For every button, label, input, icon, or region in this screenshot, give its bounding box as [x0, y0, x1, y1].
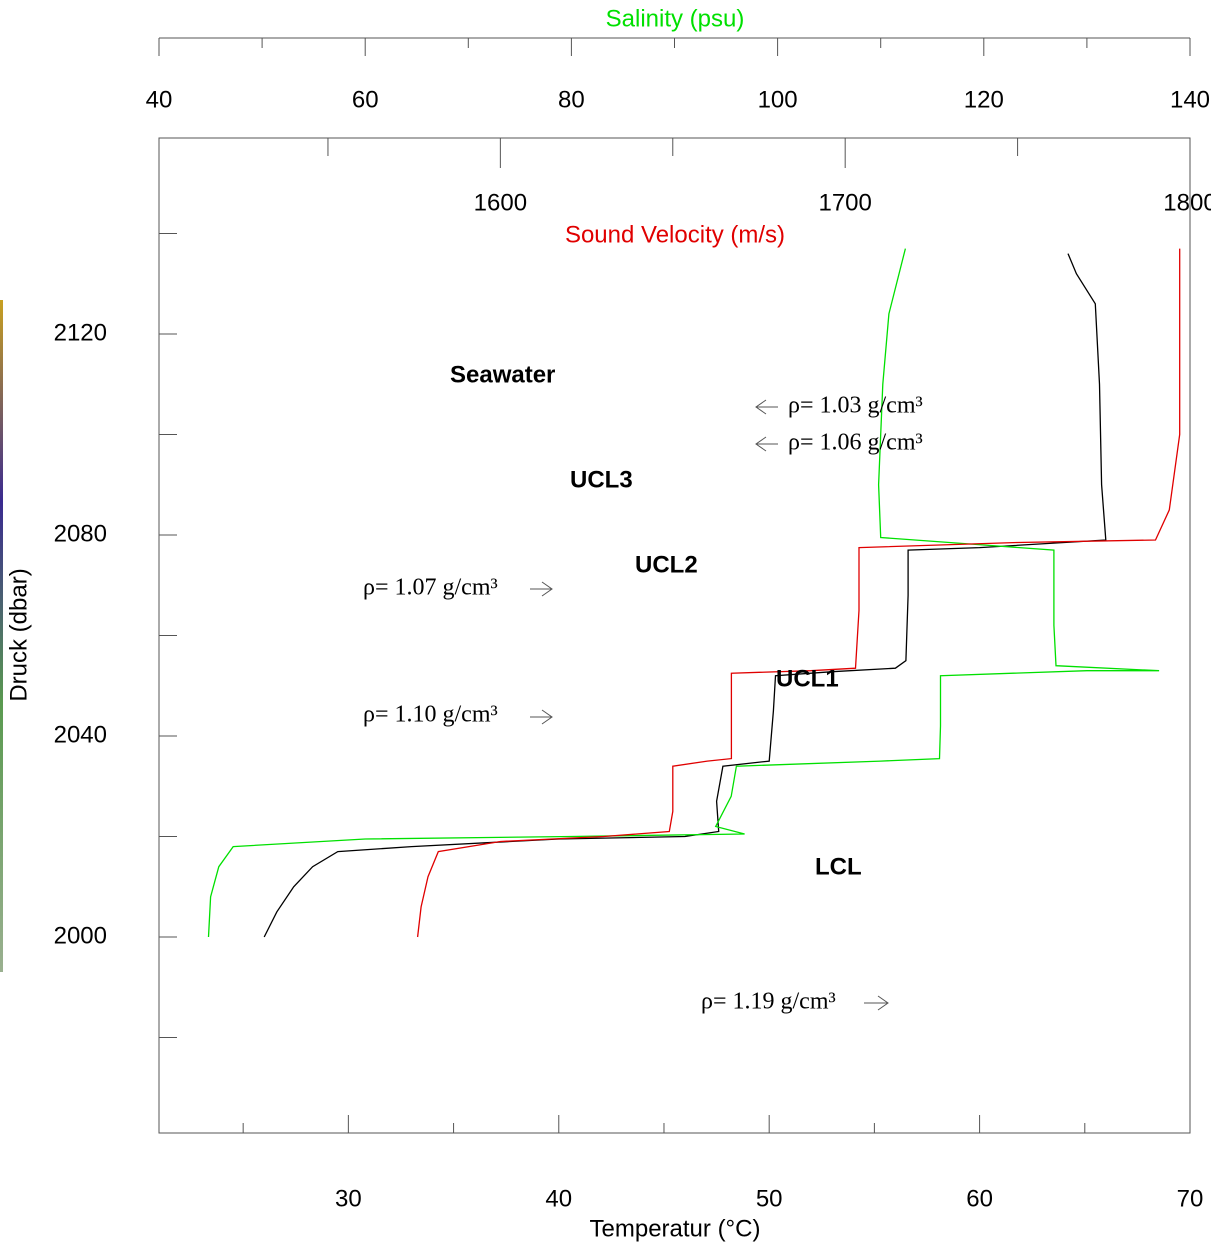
- annotation: ρ= 1.19 g/cm³: [701, 989, 836, 1015]
- annotation: ρ= 1.07 g/cm³: [363, 575, 498, 601]
- x-tick-label: 30: [335, 1185, 362, 1212]
- salinity-axis-title: Salinity (psu): [606, 5, 745, 32]
- pressure-axis-title: Druck (dbar): [5, 568, 32, 701]
- x3-tick-label: 1800: [1163, 189, 1211, 216]
- x2-tick-label: 120: [964, 86, 1004, 113]
- x3-tick-label: 1700: [818, 189, 871, 216]
- annotation: ρ= 1.03 g/cm³: [788, 393, 923, 419]
- plot-frame: [158, 137, 1191, 1134]
- x2-tick-label: 40: [146, 86, 173, 113]
- x2-tick-label: 80: [558, 86, 585, 113]
- profile-line: [416, 248, 1181, 938]
- annotation: Seawater: [450, 361, 555, 388]
- image-strip: [0, 300, 3, 972]
- x-tick-label: 70: [1177, 1185, 1204, 1212]
- x2-tick-label: 100: [758, 86, 798, 113]
- annotation: ρ= 1.10 g/cm³: [363, 702, 498, 728]
- annotation: UCL1: [776, 665, 839, 692]
- y-tick-label: 2000: [54, 922, 107, 949]
- profile-line: [263, 253, 1107, 938]
- annotation: UCL2: [635, 551, 698, 578]
- x-tick-label: 50: [756, 1185, 783, 1212]
- y-tick-label: 2040: [54, 721, 107, 748]
- x2-tick-label: 140: [1170, 86, 1210, 113]
- temperature-axis-title: Temperatur (°C): [590, 1215, 761, 1242]
- profile-line: [207, 248, 1160, 938]
- x-tick-label: 60: [966, 1185, 993, 1212]
- annotation: LCL: [815, 853, 862, 880]
- y-tick-label: 2120: [54, 319, 107, 346]
- y-tick-label: 2080: [54, 520, 107, 547]
- annotation: ρ= 1.06 g/cm³: [788, 430, 923, 456]
- annotation-arrows: [530, 399, 889, 1011]
- velocity-axis-title: Sound Velocity (m/s): [565, 221, 785, 248]
- x2-tick-label: 60: [352, 86, 379, 113]
- x3-tick-label: 1600: [474, 189, 527, 216]
- annotation: UCL3: [570, 466, 633, 493]
- x-tick-label: 40: [545, 1185, 572, 1212]
